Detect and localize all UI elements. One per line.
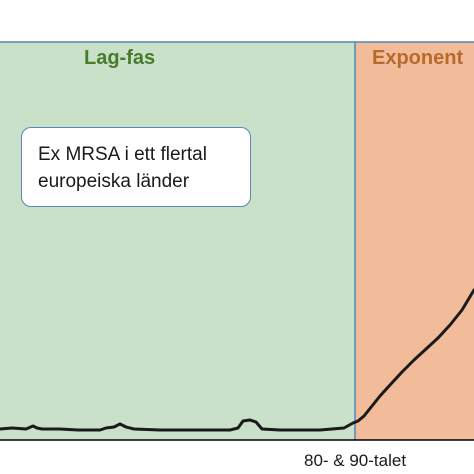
lag-phase-label: Lag-fas (84, 47, 156, 69)
time-axis-caption: 80- & 90-talet (304, 451, 407, 470)
growth-curve (0, 288, 474, 432)
example-callout: Ex MRSA i ett flertal europeiska länder (21, 127, 251, 207)
exponential-phase-label: Exponent (372, 47, 464, 69)
callout-line-1: Ex MRSA i ett flertal (38, 144, 207, 165)
lag-phase-region (0, 42, 355, 440)
callout-line-2: europeiska länder (38, 171, 190, 192)
exponential-phase-region (355, 42, 474, 440)
